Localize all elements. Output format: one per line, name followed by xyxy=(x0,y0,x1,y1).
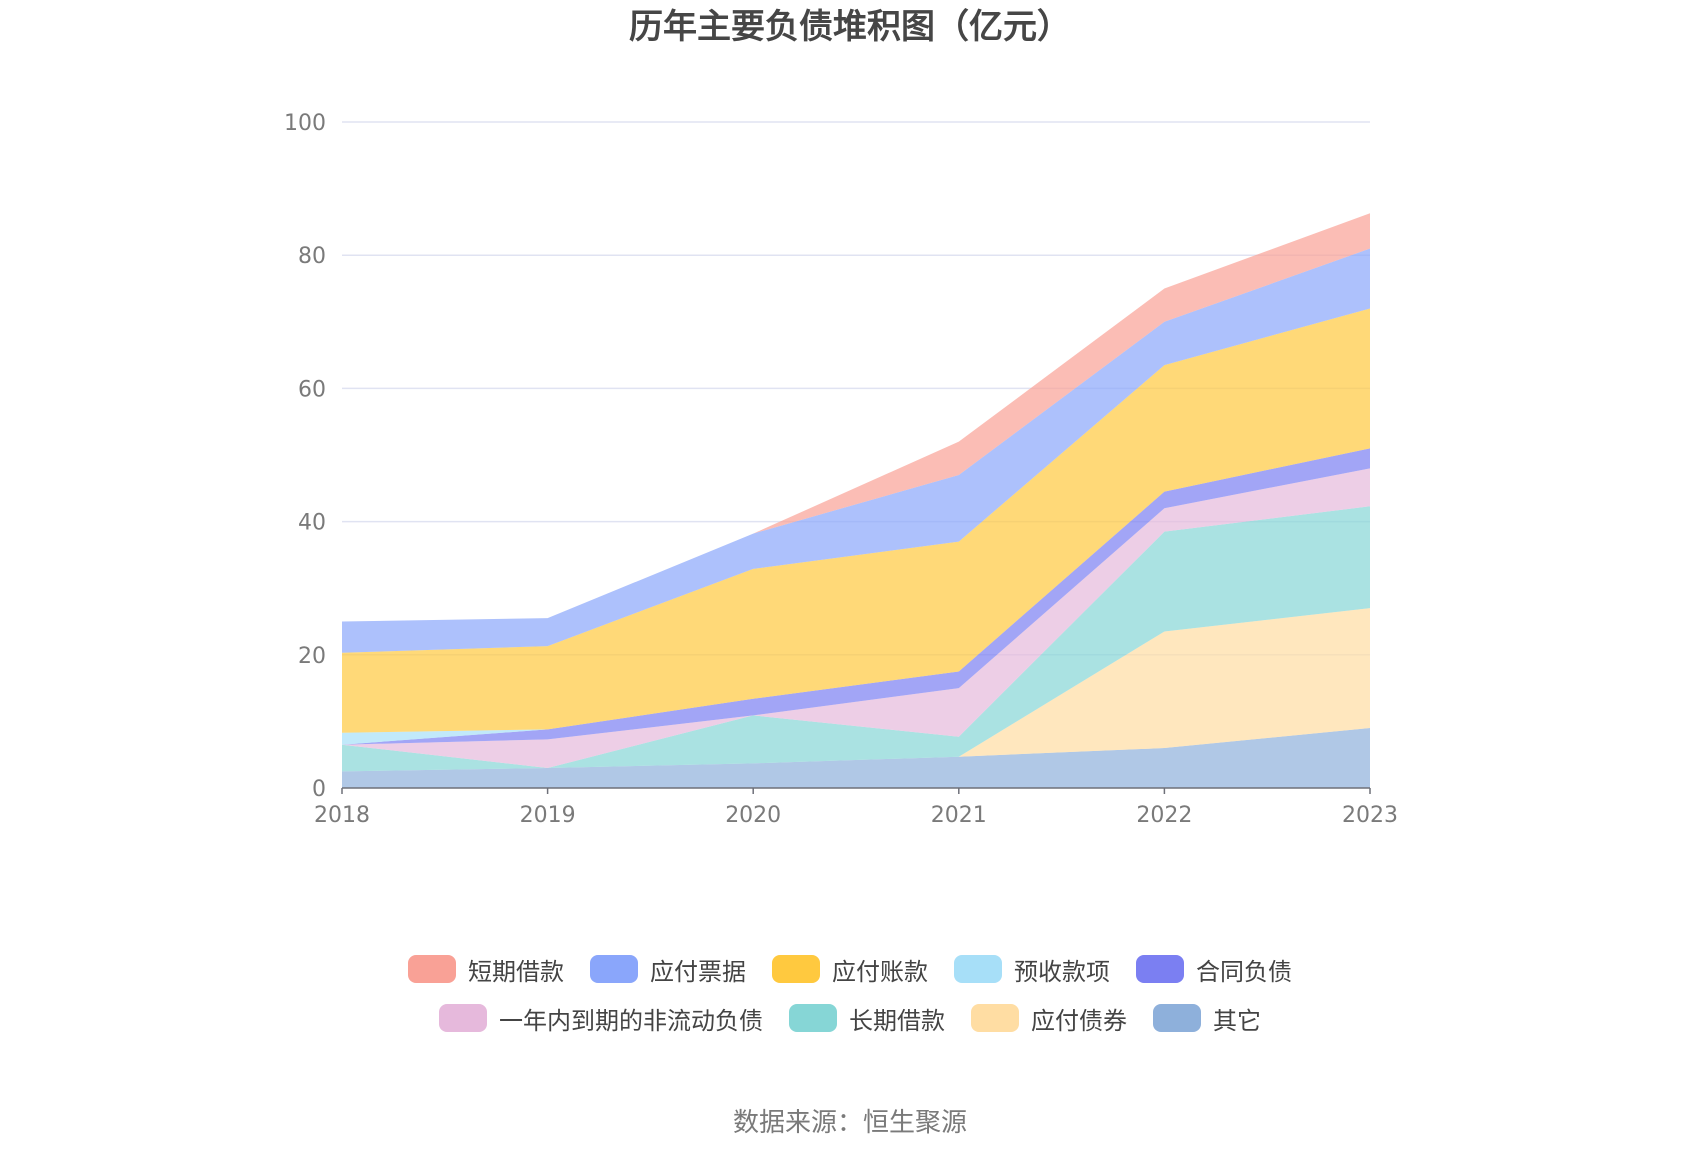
legend-row: 一年内到期的非流动负债 长期借款 应付债券 其它 xyxy=(0,1001,1700,1035)
legend-swatch xyxy=(789,1004,837,1032)
legend-label: 预收款项 xyxy=(1014,957,1110,986)
y-axis-labels: 0 20 40 60 80 100 xyxy=(284,111,326,802)
legend-label: 其它 xyxy=(1213,1006,1261,1035)
x-axis-labels: 2018 2019 2020 2021 2022 2023 xyxy=(314,803,1398,828)
legend-item[interactable]: 其它 xyxy=(1153,1001,1261,1035)
legend-label: 应付票据 xyxy=(650,957,746,986)
y-tick-label: 80 xyxy=(298,244,326,269)
area-合同负债 xyxy=(342,448,1370,745)
area-应付票据 xyxy=(342,248,1370,653)
legend-swatch xyxy=(1153,1004,1201,1032)
legend-label: 合同负债 xyxy=(1196,957,1292,986)
x-axis xyxy=(341,787,1371,794)
area-应付债券 xyxy=(342,608,1370,772)
legend-item[interactable]: 应付账款 xyxy=(772,952,928,986)
y-tick-label: 20 xyxy=(298,644,326,669)
legend-swatch xyxy=(954,955,1002,983)
legend-label: 应付债券 xyxy=(1031,1006,1127,1035)
x-tick-label: 2022 xyxy=(1136,803,1192,828)
y-tick-label: 40 xyxy=(298,511,326,536)
x-tick-label: 2018 xyxy=(314,803,370,828)
x-tick-label: 2020 xyxy=(725,803,781,828)
legend-item[interactable]: 预收款项 xyxy=(954,952,1110,986)
legend-item[interactable]: 应付票据 xyxy=(590,952,746,986)
legend-label: 应付账款 xyxy=(832,957,928,986)
legend-swatch xyxy=(772,955,820,983)
legend-label: 短期借款 xyxy=(468,957,564,986)
area-一年内到期的非流动负债 xyxy=(342,468,1370,769)
chart-title: 历年主要负债堆积图（亿元） xyxy=(629,7,1071,47)
data-source: 数据来源：恒生聚源 xyxy=(732,1108,967,1138)
legend-swatch xyxy=(439,1004,487,1032)
area-series xyxy=(342,213,1370,788)
legend-item[interactable]: 长期借款 xyxy=(789,1001,945,1035)
area-短期借款 xyxy=(342,213,1370,622)
area-其它 xyxy=(342,728,1370,788)
x-tick-label: 2023 xyxy=(1342,803,1398,828)
legend-swatch xyxy=(1136,955,1184,983)
area-长期借款 xyxy=(342,506,1370,772)
legend-item[interactable]: 一年内到期的非流动负债 xyxy=(439,1001,763,1035)
legend-item[interactable]: 应付债券 xyxy=(971,1001,1127,1035)
legend-swatch xyxy=(590,955,638,983)
legend-swatch xyxy=(408,955,456,983)
y-tick-label: 100 xyxy=(284,111,326,136)
legend-label: 长期借款 xyxy=(849,1006,945,1035)
area-应付账款 xyxy=(342,308,1370,733)
legend-item[interactable]: 合同负债 xyxy=(1136,952,1292,986)
legend-row: 短期借款 应付票据 应付账款 预收款项 合同负债 xyxy=(0,952,1700,986)
x-tick-label: 2019 xyxy=(520,803,576,828)
y-tick-label: 0 xyxy=(312,777,326,802)
y-tick-label: 60 xyxy=(298,377,326,402)
legend-item[interactable]: 短期借款 xyxy=(408,952,564,986)
legend-label: 一年内到期的非流动负债 xyxy=(499,1006,763,1035)
legend-swatch xyxy=(971,1004,1019,1032)
legend: 短期借款 应付票据 应付账款 预收款项 合同负债 一年内到期的非流动负债 长期借款 应付债券… xyxy=(0,952,1700,1050)
x-tick-label: 2021 xyxy=(931,803,987,828)
